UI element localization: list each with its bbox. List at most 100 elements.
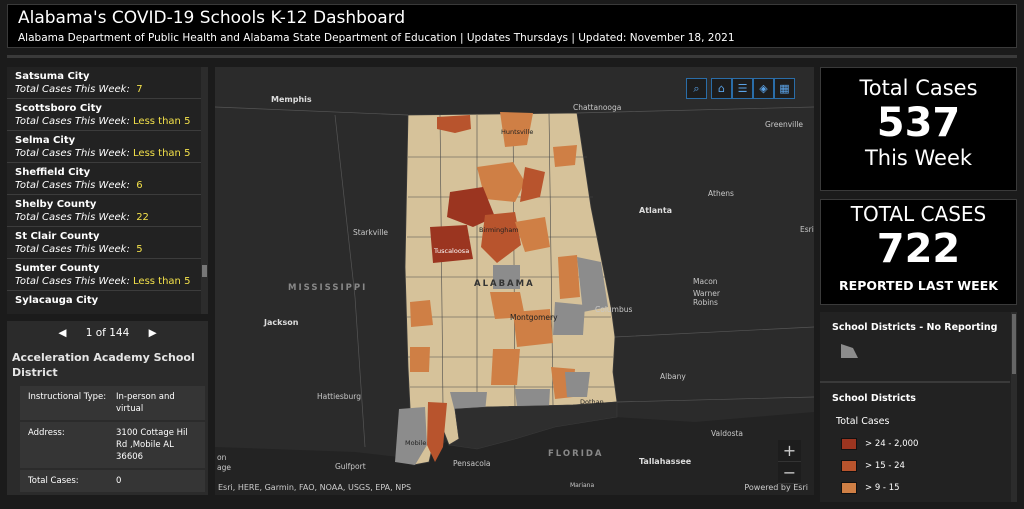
map-attribution[interactable]: Esri, HERE, Garmin, FAO, NOAA, USGS, EPA… [218,483,412,492]
list-icon[interactable]: ☰ [732,78,753,99]
list-item[interactable]: Shelby County Total Cases This Week: 22 [7,195,208,227]
district-polygon[interactable] [437,115,471,133]
map-label-chattanooga: Chattanooga [573,103,622,112]
list-item[interactable]: Sumter County Total Cases This Week: Les… [7,259,208,291]
powered-by-esri[interactable]: Powered by Esri [744,483,808,492]
map-label-birmingham: Birmingham [479,226,519,234]
zoom-in-button[interactable]: + [778,440,801,462]
map-label-mobile: Mobile [405,439,427,447]
district-polygons[interactable] [410,112,580,462]
district-polygon[interactable] [515,217,550,252]
attribute-value: In-person and virtual [116,392,175,414]
map-label-florida: FLORIDA [548,449,604,459]
district-polygon[interactable] [515,389,550,407]
search-icon[interactable]: ⌕ [686,78,707,99]
map-label-macon: Macon [693,277,718,286]
card-title: TOTAL CASES [850,202,987,226]
cases-label: Total Cases This Week: [15,212,130,223]
table-row: Total Cases: 0 [20,470,205,494]
map-view[interactable]: Memphis Chattanooga Greenville Athens At… [215,67,814,495]
layers-icon[interactable]: ◈ [753,78,774,99]
map-label-mississippi: MISSISSIPPI [288,283,368,293]
scroll-thumb[interactable] [1012,314,1016,374]
dashboard-title: Alabama's COVID-19 Schools K-12 Dashboar… [18,8,406,28]
cases-this-week-card: Total Cases 537 This Week [820,67,1017,191]
district-polygon[interactable] [493,265,520,289]
map-label-starkville: Starkville [353,228,389,237]
popup-title: Acceleration Academy School District [12,351,195,379]
cases-label: Total Cases This Week: [15,116,130,127]
district-polygon[interactable] [520,167,545,202]
list-scrollbar[interactable] [201,67,208,314]
next-feature-button[interactable]: ▶ [148,327,157,339]
no-reporting-polygons[interactable] [395,257,608,465]
district-list[interactable]: Satsuma City Total Cases This Week: 7 Sc… [7,67,208,314]
district-polygon[interactable] [481,212,521,263]
district-polygon[interactable] [577,257,608,312]
list-item[interactable]: Selma City Total Cases This Week: Less t… [7,131,208,163]
district-polygon[interactable] [410,300,433,327]
map-label-jackson: Jackson [264,318,299,327]
district-polygon[interactable] [410,347,430,372]
cases-label: Total Cases This Week: [15,244,130,255]
card-caption: REPORTED LAST WEEK [839,278,998,293]
list-item[interactable]: Scottsboro City Total Cases This Week: L… [7,99,208,131]
list-item[interactable]: St Clair County Total Cases This Week: 5 [7,227,208,259]
map-label-mariana: Mariana [570,482,595,489]
district-polygon[interactable] [450,392,487,412]
list-item[interactable]: Sheffield City Total Cases This Week: 6 [7,163,208,195]
district-polygon[interactable] [553,302,585,335]
legend-class-label: > 9 - 15 [865,483,900,493]
attribute-value: 3100 Cottage Hil Rd ,Mobile AL 36606 [116,428,188,462]
cases-label: Total Cases This Week: [15,180,130,191]
scroll-thumb[interactable] [202,265,207,277]
list-item[interactable]: Satsuma City Total Cases This Week: 7 [7,67,208,99]
cases-value: 7 [136,84,143,95]
map-legend: School Districts - No Reporting School D… [820,312,1017,502]
district-polygon[interactable] [553,145,577,167]
home-icon[interactable]: ⌂ [711,78,732,99]
district-polygon[interactable] [513,309,553,347]
previous-feature-button[interactable]: ◀ [58,327,67,339]
district-polygon[interactable] [430,225,473,263]
map-label-esri: Esri [800,225,814,234]
legend-scrollbar[interactable] [1011,312,1017,502]
map-label-greenville: Greenville [765,120,804,129]
list-item[interactable]: Sylacauga City [7,291,208,314]
map-label-gulfport: Gulfport [335,462,366,471]
district-polygon[interactable] [565,372,590,397]
legend-class-row: > 24 - 2,000 [820,433,1010,455]
map-label-montgomery: Montgomery [510,313,558,322]
district-name: Selma City [15,135,76,146]
card-value: 722 [876,226,961,272]
basemap-gallery-icon[interactable]: ▦ [774,78,795,99]
pager-text: 1 of 144 [85,327,130,339]
district-name: Scottsboro City [15,103,102,114]
cases-value: Less than 5 [133,148,191,159]
map-label-valdosta: Valdosta [711,429,744,438]
feature-popup: ◀ 1 of 144 ▶ Acceleration Academy School… [7,321,208,495]
map-label-on: on [217,453,227,462]
cases-label: Total Cases This Week: [15,276,130,287]
map-label-columbus: Columbus [595,305,633,314]
cases-label: Total Cases This Week: [15,148,130,159]
legend-title-no-reporting: School Districts - No Reporting [832,322,998,333]
district-polygon[interactable] [395,407,427,465]
card-caption: This Week [864,146,973,170]
map-label-pensacola: Pensacola [453,459,491,468]
popup-attribute-table: Instructional Type: In-person and virtua… [20,386,205,494]
alabama-district-map[interactable] [215,67,814,495]
district-name: Shelby County [15,199,97,210]
district-polygon[interactable] [477,162,525,202]
attribute-key: Instructional Type: [28,392,107,402]
zoom-out-button[interactable]: − [778,462,801,484]
legend-field-label: Total Cases [836,416,890,427]
district-polygon[interactable] [447,187,495,227]
district-polygon[interactable] [427,402,447,462]
district-polygon[interactable] [558,255,580,299]
district-polygon[interactable] [491,349,520,385]
district-polygon[interactable] [500,112,533,147]
legend-title-districts: School Districts [832,393,916,404]
state-lines [215,106,814,448]
florida-panhandle [448,401,618,450]
